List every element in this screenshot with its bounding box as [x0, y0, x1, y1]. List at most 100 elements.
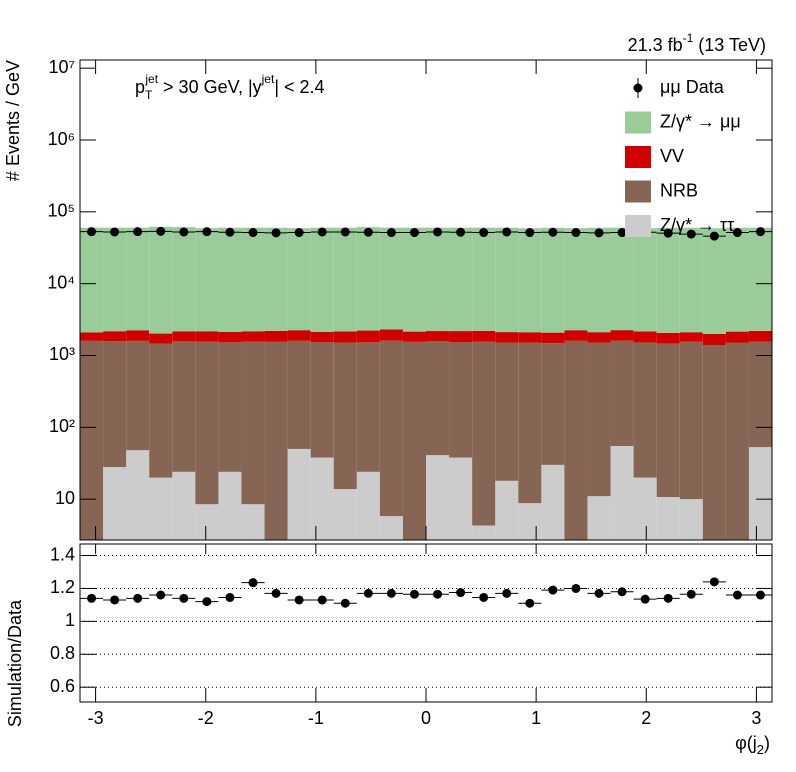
- histogram-bar: [402, 341, 426, 540]
- histogram-bar: [287, 330, 311, 341]
- histogram-bar: [518, 332, 542, 343]
- legend-label: μμ Data: [660, 77, 725, 97]
- histogram-bar: [126, 450, 150, 540]
- lumi-part: (13 TeV): [693, 35, 766, 55]
- histogram-bar: [587, 342, 611, 497]
- data-point: [225, 227, 235, 237]
- ratio-point: [317, 595, 327, 605]
- histogram-bar: [172, 331, 196, 342]
- annotation-part: > 30 GeV, |y: [158, 77, 262, 97]
- y-tick-label: 1.4: [50, 544, 75, 564]
- histogram-bar: [195, 504, 219, 540]
- histogram-bar: [495, 332, 519, 343]
- x-tick-label: -1: [308, 708, 324, 728]
- legend-label: NRB: [660, 180, 698, 200]
- annotation-part: jet: [144, 72, 158, 86]
- data-point: [755, 227, 765, 237]
- annotation: pTjet > 30 GeV, |yjet| < 2.4: [135, 72, 325, 102]
- main-panel: 10 10² 10³ 10⁴ 10⁵ 10⁶ 10⁷ # Events / GeV 21.3 f…: [3, 31, 773, 541]
- histogram-bar: [241, 227, 265, 332]
- histogram-bar: [103, 341, 127, 468]
- histogram-bar: [656, 332, 680, 344]
- annotation-part: | < 2.4: [274, 77, 324, 97]
- histogram-bar: [310, 227, 334, 332]
- histogram-bar: [287, 340, 311, 449]
- histogram-bar: [356, 330, 380, 343]
- data-point: [456, 227, 466, 237]
- histogram-bar: [449, 331, 473, 343]
- ratio-point: [179, 593, 189, 603]
- legend-swatch: [625, 215, 651, 237]
- y-tick-label: 0.6: [50, 676, 75, 696]
- histogram-bar: [449, 227, 473, 332]
- histogram-bar: [333, 331, 357, 343]
- x-tick-label: 2: [641, 708, 651, 728]
- histogram-bar: [126, 340, 150, 451]
- x-axis-label-part: 2: [757, 742, 764, 757]
- legend-marker: [633, 83, 643, 93]
- ratio-point: [156, 590, 166, 600]
- ratio-point: [202, 597, 212, 607]
- histogram-bar: [449, 342, 473, 458]
- histogram-bar: [333, 342, 357, 490]
- histogram-bar: [748, 227, 772, 331]
- ratio-point: [456, 588, 466, 598]
- histogram-bar: [564, 340, 588, 540]
- histogram-bar: [149, 226, 173, 334]
- x-tick-label: 0: [421, 708, 431, 728]
- ratio-point: [248, 578, 258, 588]
- histogram-bar: [310, 457, 334, 540]
- plot-frame: [79, 543, 773, 703]
- histogram-bar: [495, 480, 519, 540]
- histogram-bar: [356, 227, 380, 331]
- histogram-bar: [241, 341, 265, 505]
- histogram-bar: [495, 342, 519, 481]
- histogram-bar: [80, 227, 104, 333]
- histogram-bar: [80, 332, 104, 341]
- data-point: [525, 228, 535, 238]
- histogram-bar: [518, 342, 542, 504]
- histogram-bar: [218, 471, 242, 540]
- histogram-bar: [149, 333, 173, 344]
- histogram-bar: [333, 489, 357, 540]
- histogram-bar: [472, 227, 496, 331]
- histogram-bar: [541, 343, 565, 465]
- data-point: [133, 227, 143, 237]
- ratio-point: [363, 588, 373, 598]
- histogram-bar: [333, 227, 357, 332]
- histogram-bar: [725, 331, 749, 343]
- histogram-bar: [218, 227, 242, 332]
- histogram-bar: [356, 342, 380, 472]
- ratio-point: [525, 598, 535, 608]
- data-point: [317, 227, 327, 237]
- data-point: [87, 227, 97, 237]
- histogram-bar: [633, 228, 657, 332]
- histogram-bar: [656, 497, 680, 540]
- histogram-bar: [610, 340, 634, 446]
- data-point: [686, 229, 696, 239]
- histogram-bar: [541, 332, 565, 344]
- histogram-bar: [610, 445, 634, 540]
- lumi-part: 21.3 fb: [628, 35, 683, 55]
- histogram-bar: [149, 477, 173, 540]
- histogram-bar: [656, 227, 680, 333]
- data-point: [709, 231, 719, 241]
- ratio-point: [709, 577, 719, 587]
- histogram-bar: [287, 448, 311, 540]
- ratio-point: [732, 590, 742, 600]
- y-tick-label: 1.2: [50, 577, 75, 597]
- histogram-bar: [172, 227, 196, 332]
- lumi-label: 21.3 fb-1 (13 TeV): [628, 31, 766, 55]
- x-axis-label-part: ): [764, 733, 770, 753]
- data-point: [409, 228, 419, 238]
- histogram-bar: [402, 227, 426, 332]
- histogram-bar: [379, 227, 403, 330]
- histogram-bar: [633, 477, 657, 540]
- histogram-bar: [426, 227, 450, 332]
- histogram-bar: [472, 341, 496, 526]
- histogram-bar: [564, 228, 588, 331]
- ratio-point: [340, 598, 350, 608]
- y-tick-label: 10⁴: [47, 272, 75, 292]
- ratio-point: [617, 587, 627, 597]
